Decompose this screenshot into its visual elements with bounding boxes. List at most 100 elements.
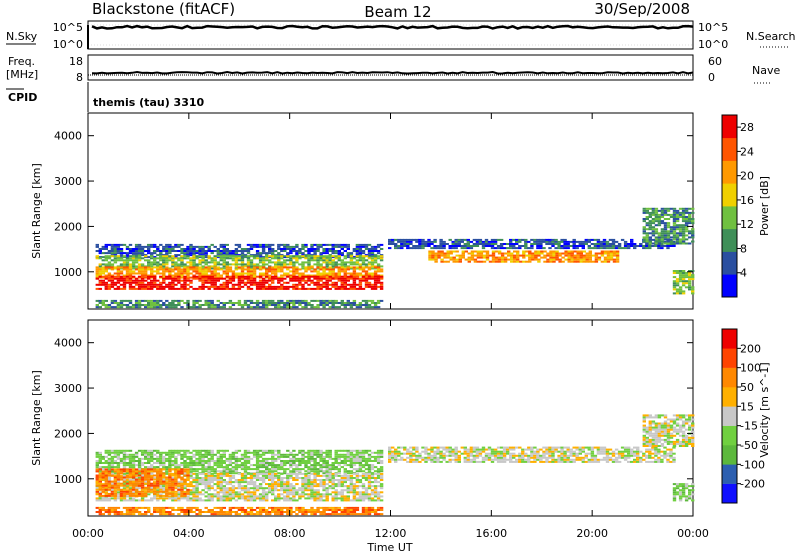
heatmap-cell	[192, 274, 196, 277]
heatmap-cell	[331, 479, 335, 481]
heatmap-cell	[192, 250, 196, 252]
heatmap-cell	[573, 258, 577, 261]
heatmap-cell	[204, 487, 208, 490]
heatmap-cell	[298, 472, 302, 475]
heatmap-cell	[125, 299, 130, 302]
heatmap-cell	[566, 245, 570, 247]
heatmap-cell	[225, 275, 229, 278]
heatmap-cell	[222, 466, 226, 469]
heatmap-cell	[98, 497, 102, 500]
heatmap-cell	[579, 260, 583, 263]
heatmap-cell	[280, 481, 284, 484]
heatmap-cell	[150, 252, 154, 255]
heatmap-cell	[367, 263, 372, 266]
heatmap-cell	[319, 479, 323, 481]
heatmap-cell	[331, 474, 335, 477]
heatmap-cell	[222, 481, 226, 484]
heatmap-cell	[675, 240, 680, 243]
heatmap-cell	[355, 497, 360, 500]
heatmap-cell	[119, 499, 124, 502]
heatmap-cell	[361, 250, 366, 252]
heatmap-cell	[183, 277, 187, 280]
heatmap-cell	[113, 499, 118, 502]
heatmap-cell	[258, 466, 263, 469]
heatmap-cell	[147, 259, 151, 262]
heatmap-cell	[292, 462, 296, 464]
heatmap-cell	[144, 457, 148, 460]
heatmap-cell	[280, 299, 284, 302]
heatmap-cell	[101, 483, 105, 486]
heatmap-cell	[602, 243, 607, 245]
heatmap-cell	[113, 277, 118, 280]
heatmap-cell	[466, 247, 470, 250]
heatmap-cell	[189, 281, 193, 284]
heatmap-cell	[346, 248, 350, 250]
heatmap-cell	[319, 245, 323, 248]
heatmap-cell	[352, 453, 357, 456]
heatmap-cell	[379, 283, 384, 286]
heatmap-cell	[113, 252, 118, 255]
heatmap-cell	[255, 275, 260, 278]
heatmap-cell	[125, 464, 130, 467]
heatmap-cell	[234, 464, 239, 467]
heatmap-cell	[325, 243, 329, 246]
heatmap-cell	[243, 499, 248, 502]
heatmap-cell	[298, 283, 302, 286]
heatmap-cell	[681, 270, 686, 272]
heatmap-cell	[666, 245, 670, 247]
heatmap-cell	[457, 243, 461, 245]
heatmap-cell	[258, 254, 263, 257]
heatmap-cell	[246, 472, 251, 475]
heatmap-cell	[361, 259, 366, 262]
heatmap-cell	[678, 228, 683, 231]
heatmap-cell	[349, 267, 354, 270]
heatmap-cell	[352, 281, 357, 284]
heatmap-cell	[606, 252, 611, 255]
heatmap-cell	[113, 245, 118, 248]
heatmap-cell	[216, 306, 220, 309]
heatmap-cell	[140, 277, 145, 280]
heatmap-cell	[337, 302, 341, 304]
heatmap-cell	[189, 252, 193, 255]
heatmap-cell	[180, 283, 184, 286]
heatmap-cell	[286, 495, 290, 498]
heatmap-cell	[304, 250, 308, 252]
heatmap-cell	[98, 491, 102, 494]
heatmap-cell	[225, 281, 229, 284]
heatmap-cell	[137, 281, 142, 284]
heatmap-cell	[216, 483, 220, 486]
heatmap-cell	[496, 245, 501, 247]
heatmap-cell	[340, 281, 344, 284]
heatmap-cell	[177, 243, 181, 246]
heatmap-cell	[119, 299, 124, 302]
heatmap-cell	[343, 462, 347, 464]
heatmap-cell	[231, 470, 236, 473]
heatmap-cell	[207, 285, 211, 288]
heatmap-cell	[364, 279, 369, 282]
heatmap-cell	[684, 272, 689, 274]
heatmap-cell	[153, 306, 157, 309]
heatmap-cell	[292, 270, 296, 273]
heatmap-cell	[600, 252, 605, 255]
heatmap-cell	[340, 304, 344, 306]
heatmap-cell	[213, 472, 217, 475]
heatmap-cell	[168, 455, 172, 458]
heatmap-cell	[159, 287, 163, 290]
heatmap-cell	[237, 481, 242, 484]
heatmap-cell	[283, 472, 287, 475]
heatmap-cell	[428, 252, 432, 255]
heatmap-cell	[216, 491, 220, 494]
heatmap-cell	[243, 468, 248, 471]
heatmap-cell	[104, 245, 108, 248]
heatmap-cell	[228, 491, 233, 494]
heatmap-cell	[186, 250, 190, 252]
heatmap-cell	[137, 499, 142, 502]
heatmap-cell	[491, 254, 496, 257]
heatmap-cell	[134, 255, 139, 258]
heatmap-cell	[316, 261, 320, 264]
heatmap-cell	[409, 243, 413, 245]
heatmap-cell	[153, 259, 157, 262]
heatmap-cell	[159, 455, 163, 458]
heatmap-cell	[286, 493, 290, 496]
heatmap-cell	[343, 263, 347, 266]
